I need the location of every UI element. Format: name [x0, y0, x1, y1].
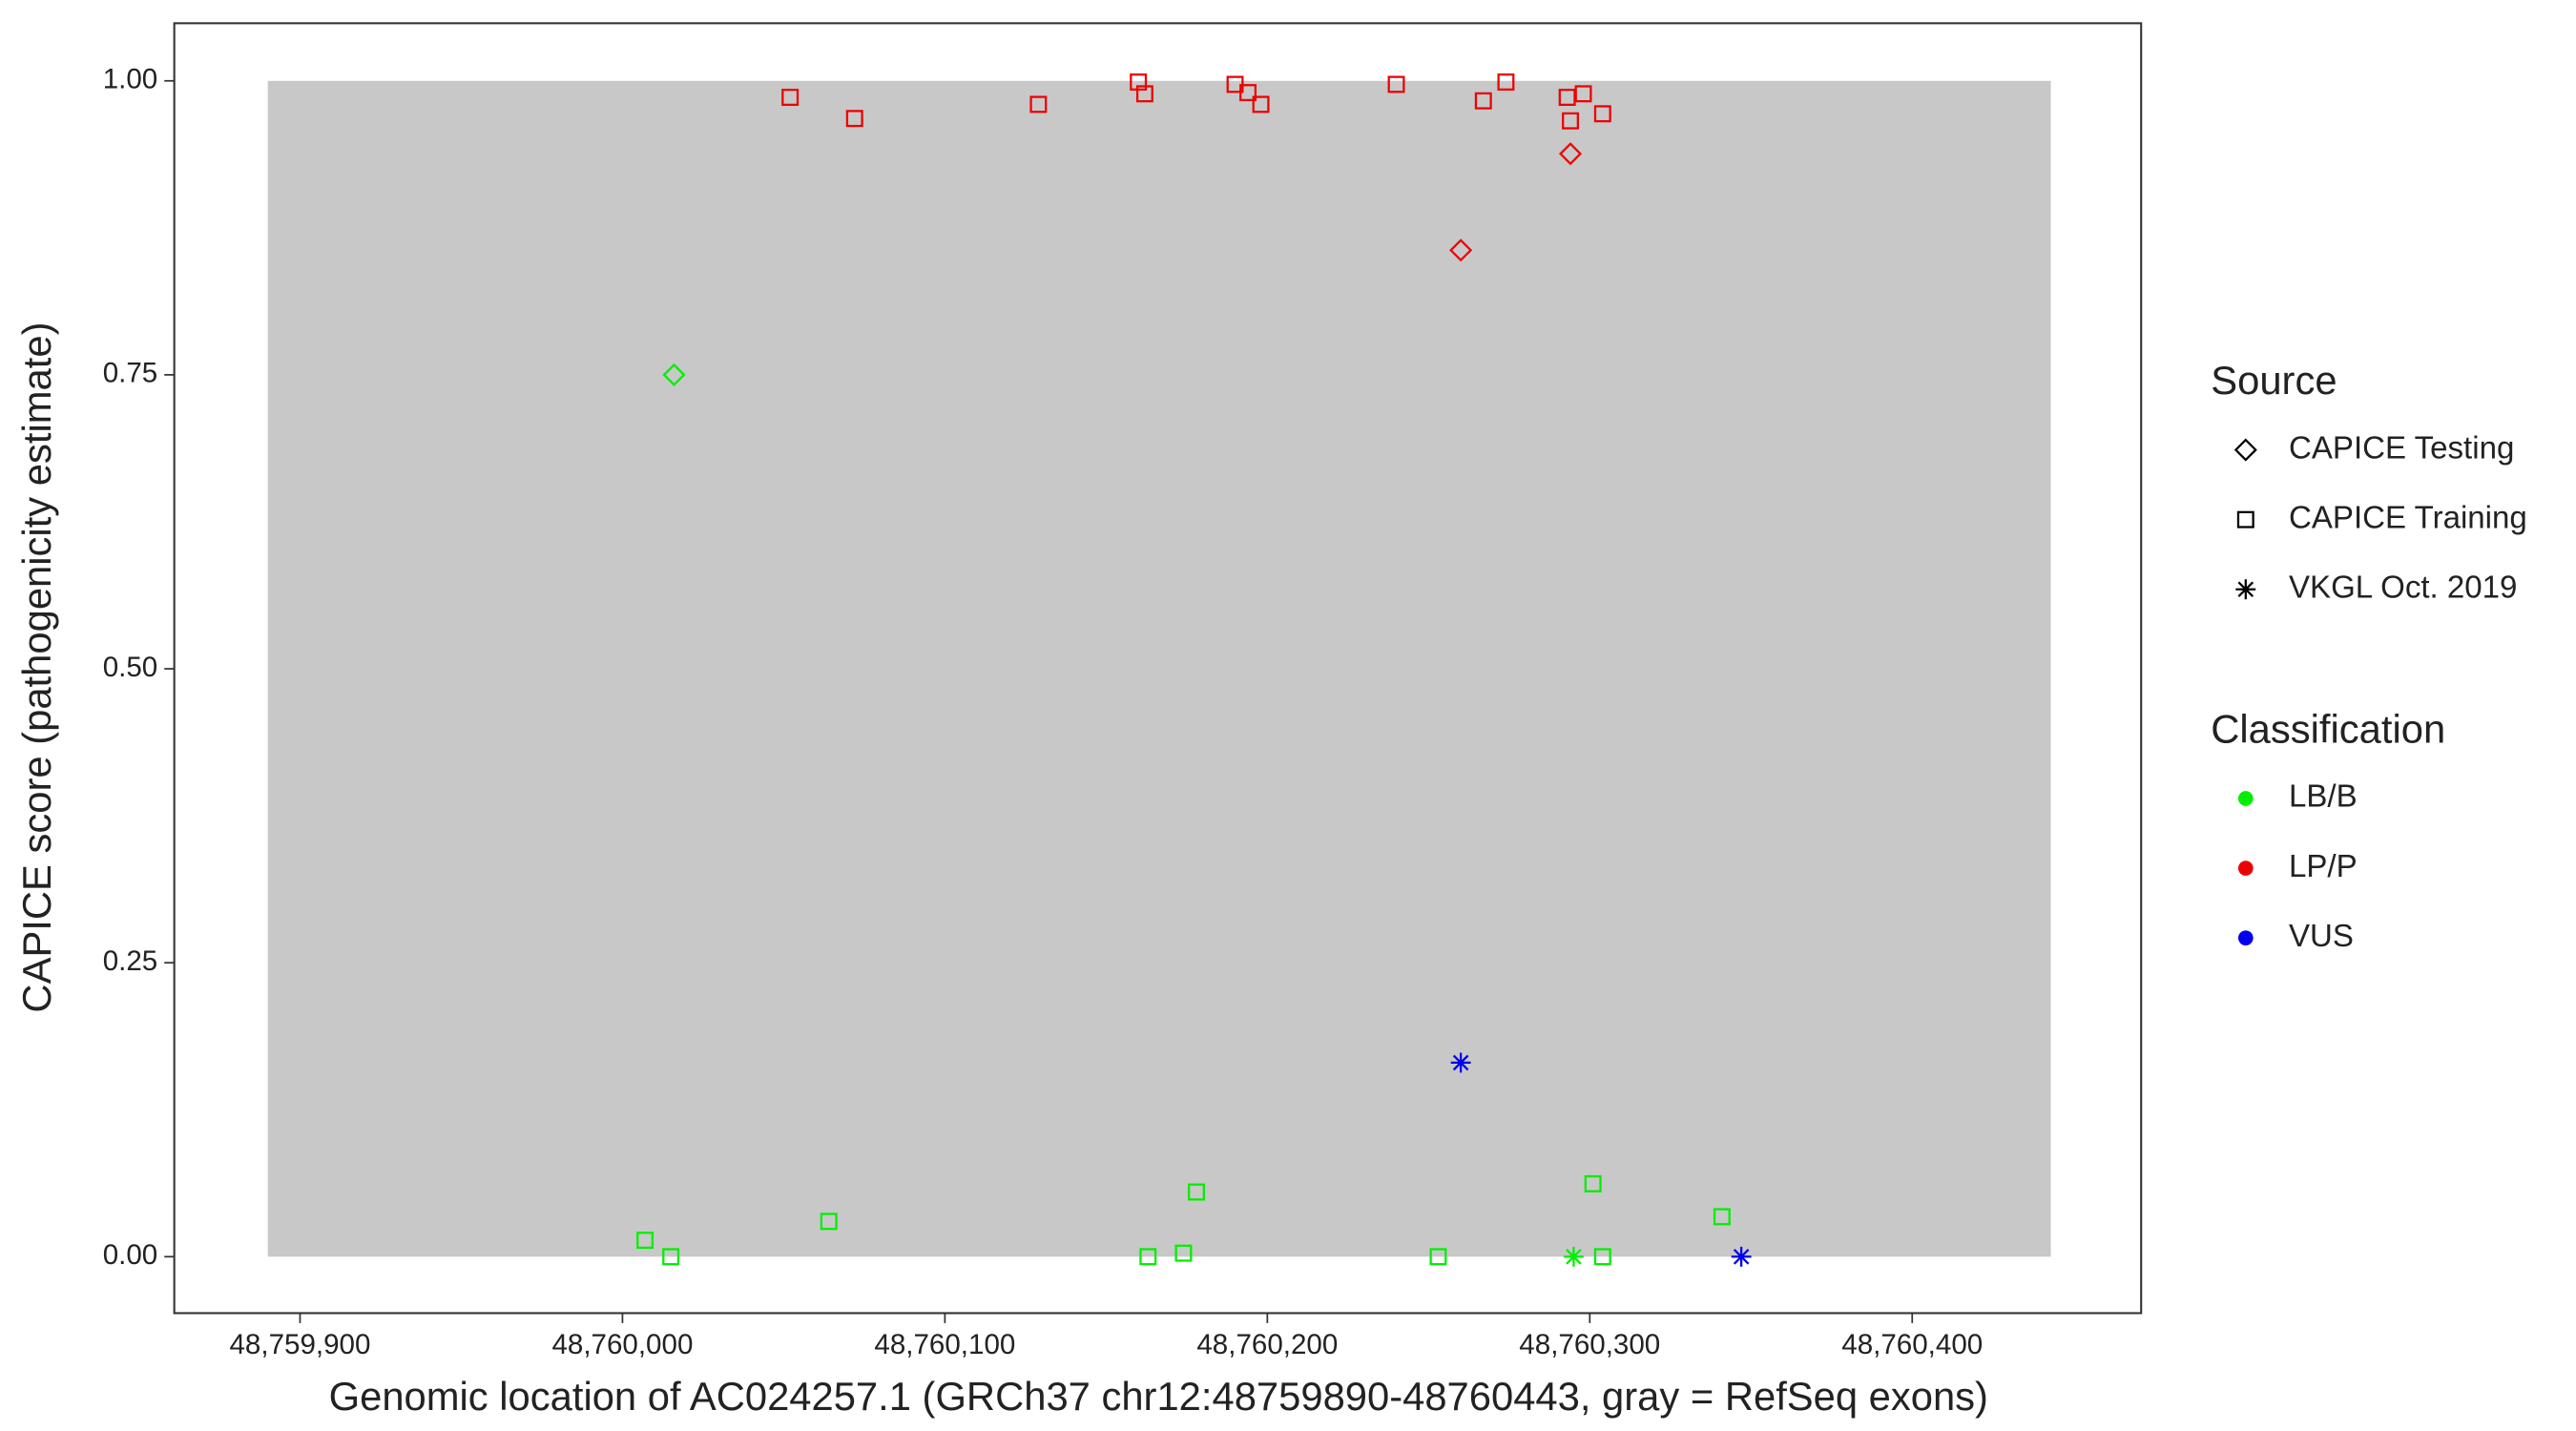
legend-title: Source	[2211, 358, 2337, 403]
point	[1593, 105, 1611, 123]
point	[1713, 1208, 1731, 1226]
point	[662, 1248, 680, 1266]
x-tick-label: 48,760,100	[874, 1329, 1015, 1360]
point	[1584, 1174, 1602, 1192]
y-tick-label: 0.00	[103, 1239, 158, 1271]
legend-key	[2237, 791, 2254, 806]
legend-label: VKGL Oct. 2019	[2289, 570, 2517, 605]
y-tick-label: 1.00	[103, 64, 158, 95]
legend-label: LP/P	[2289, 849, 2358, 884]
legend-key	[2235, 579, 2256, 600]
legend-key	[2237, 930, 2254, 946]
point	[1593, 1248, 1611, 1266]
legend-label: VUS	[2289, 919, 2354, 954]
point	[1574, 85, 1592, 103]
point	[1474, 92, 1492, 110]
point	[1731, 1246, 1752, 1267]
x-axis-title: Genomic location of AC024257.1 (GRCh37 c…	[329, 1374, 1988, 1419]
point	[1387, 75, 1405, 93]
point	[1497, 73, 1515, 91]
exon-region	[267, 80, 2051, 1257]
point	[1188, 1183, 1205, 1201]
legend-key	[2233, 438, 2257, 462]
legend-label: CAPICE Training	[2289, 500, 2527, 535]
point	[1429, 1248, 1447, 1266]
point	[1139, 1248, 1157, 1266]
point	[820, 1213, 838, 1231]
point	[1135, 85, 1153, 103]
y-tick-label: 0.75	[103, 358, 158, 389]
point	[1562, 112, 1579, 130]
point	[662, 363, 686, 386]
legend-title: Classification	[2211, 706, 2445, 751]
x-tick-label: 48,760,200	[1196, 1329, 1338, 1360]
legend-label: LB/B	[2289, 779, 2358, 815]
point	[1558, 142, 1583, 166]
legend-label: CAPICE Testing	[2289, 430, 2514, 466]
point	[781, 89, 800, 106]
point	[1449, 238, 1473, 262]
y-tick-label: 0.50	[103, 652, 158, 683]
point	[1239, 84, 1257, 102]
point	[1252, 95, 1270, 114]
y-tick-label: 0.25	[103, 945, 158, 977]
x-tick-label: 48,760,000	[551, 1329, 693, 1360]
point	[1174, 1244, 1193, 1262]
legend-key	[2236, 510, 2254, 529]
point	[1558, 89, 1576, 106]
point	[1029, 95, 1048, 114]
x-tick-label: 48,759,900	[229, 1329, 370, 1360]
x-tick-label: 48,760,300	[1519, 1329, 1660, 1360]
point	[636, 1232, 654, 1249]
legend-key	[2237, 861, 2254, 876]
point	[1563, 1246, 1584, 1267]
point	[845, 110, 863, 128]
point	[1450, 1052, 1471, 1073]
x-tick-label: 48,760,400	[1841, 1329, 1983, 1360]
y-axis-title: CAPICE score (pathogenicity estimate)	[14, 322, 59, 1013]
